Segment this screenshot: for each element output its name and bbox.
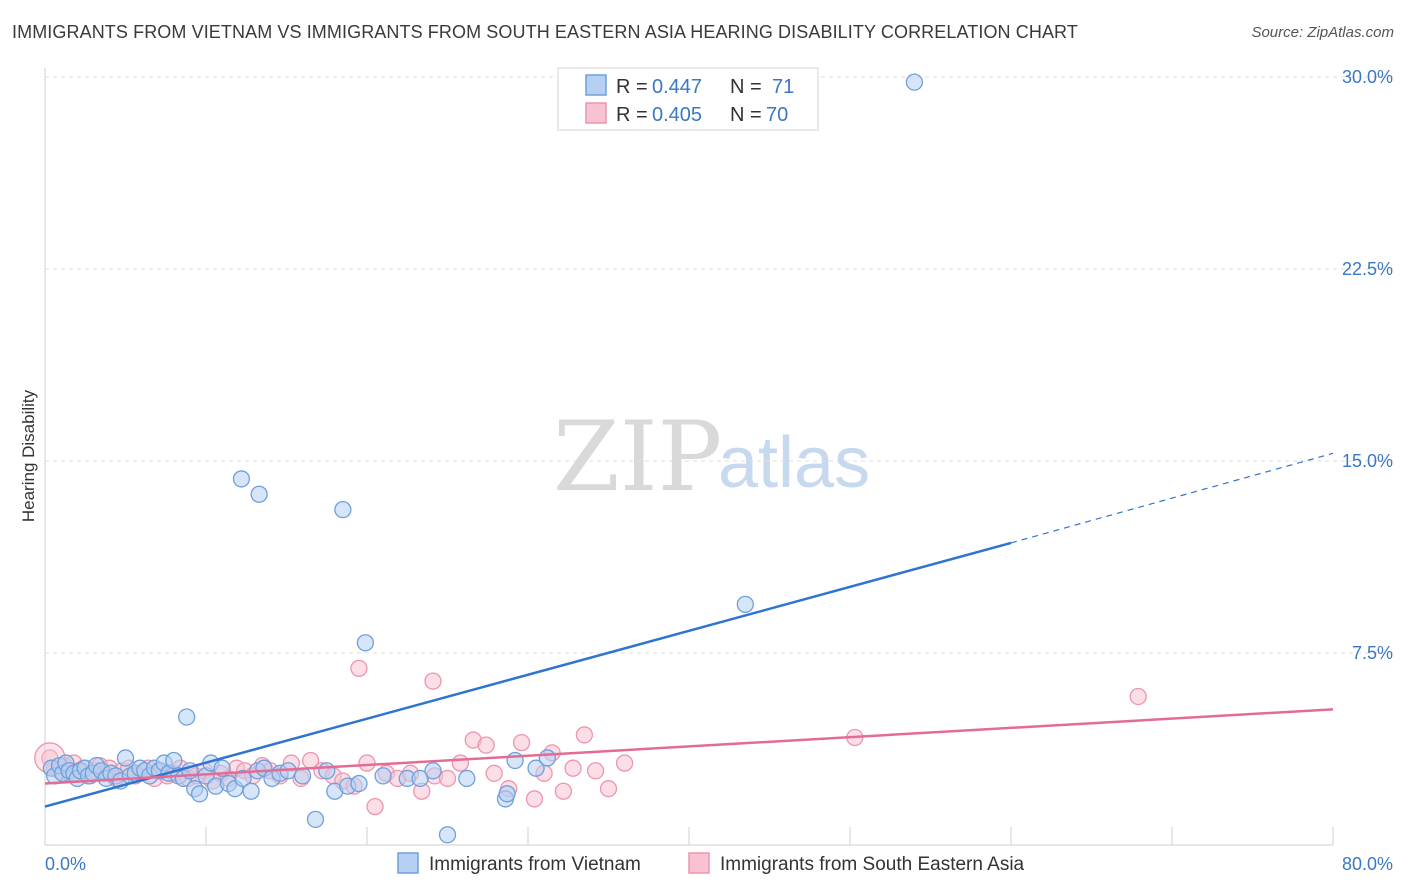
legend-box: R = 0.447 N = 71 R = 0.405 N = 70 — [557, 67, 819, 131]
source-label: Source: ZipAtlas.com — [1251, 24, 1394, 41]
point-vietnam — [736, 595, 754, 614]
point-vietnam — [438, 826, 457, 844]
point-south-eastern-asia — [512, 733, 531, 752]
trend-line-vietnam — [44, 541, 1012, 808]
point-vietnam — [458, 769, 476, 788]
legend-swatch-vietnam — [585, 74, 607, 96]
point-south-eastern-asia — [615, 754, 634, 772]
point-south-eastern-asia — [424, 672, 442, 690]
legend-n-value-1: 71 — [772, 76, 794, 98]
point-vietnam — [165, 751, 183, 770]
point-vietnam — [306, 810, 325, 829]
point-south-eastern-asia — [575, 726, 593, 744]
point-south-eastern-asia — [366, 797, 384, 816]
point-vietnam — [318, 762, 336, 780]
point-vietnam — [527, 759, 545, 777]
chart-title: IMMIGRANTS FROM VIETNAM VS IMMIGRANTS FR… — [12, 22, 1078, 42]
point-vietnam — [334, 500, 352, 519]
point-vietnam — [116, 749, 135, 767]
point-vietnam — [190, 785, 209, 803]
y-tick-label: 15.0% — [1342, 451, 1393, 471]
point-south-eastern-asia — [350, 659, 368, 678]
y-tick-label: 7.5% — [1352, 643, 1393, 663]
x-tick-label-max: 80.0% — [1342, 854, 1393, 874]
point-south-eastern-asia — [358, 754, 376, 772]
trend-line-vietnam-extension — [1010, 452, 1334, 544]
bottom-legend: Immigrants from Vietnam Immigrants from … — [397, 852, 1025, 875]
point-south-eastern-asia — [1129, 687, 1147, 706]
bottom-legend-label-vietnam: Immigrants from Vietnam — [429, 854, 641, 875]
point-south-eastern-asia — [564, 759, 582, 777]
legend-r-value-2: 0.405 — [652, 104, 702, 126]
trend-line-south-eastern-asia — [44, 708, 1334, 785]
point-south-eastern-asia — [554, 782, 573, 800]
bottom-legend-swatch-sea — [688, 852, 710, 874]
x-ticks — [205, 827, 1334, 845]
point-vietnam — [242, 782, 260, 800]
point-south-eastern-asia — [451, 754, 470, 772]
y-tick-labels: 7.5% 15.0% 22.5% 30.0% — [1342, 67, 1393, 663]
point-vietnam — [250, 485, 268, 503]
legend-n-value-2: 70 — [766, 104, 788, 126]
x-tick-label-min: 0.0% — [45, 854, 86, 874]
point-south-eastern-asia — [599, 780, 618, 798]
legend-swatch-sea — [585, 102, 607, 124]
trend-lines — [44, 452, 1334, 808]
watermark-atlas: atlas — [718, 423, 870, 503]
point-vietnam — [411, 769, 429, 788]
watermark-zip: ZIP — [553, 401, 722, 513]
point-south-eastern-asia — [485, 764, 503, 782]
point-vietnam — [538, 749, 556, 767]
point-vietnam — [498, 785, 516, 803]
point-vietnam — [374, 767, 392, 785]
point-vietnam — [905, 73, 924, 91]
legend-r-label-2: R = — [616, 104, 648, 126]
legend-n-label-1: N = — [730, 76, 762, 98]
bottom-legend-swatch-vietnam — [397, 852, 419, 874]
y-axis-label: Hearing Disability — [19, 389, 38, 522]
y-tick-label: 30.0% — [1342, 67, 1393, 87]
legend-r-value-1: 0.447 — [652, 76, 702, 98]
y-tick-label: 22.5% — [1342, 259, 1393, 279]
point-vietnam — [178, 708, 196, 726]
legend-n-label-2: N = — [730, 104, 762, 126]
point-south-eastern-asia — [525, 790, 544, 808]
point-vietnam — [424, 762, 442, 780]
point-vietnam — [350, 774, 368, 793]
bottom-legend-label-sea: Immigrants from South Eastern Asia — [720, 854, 1025, 875]
point-vietnam — [232, 470, 251, 488]
legend-r-label-1: R = — [616, 76, 648, 98]
point-vietnam — [356, 634, 375, 652]
point-south-eastern-asia — [438, 769, 457, 788]
point-south-eastern-asia — [586, 762, 605, 780]
point-vietnam — [234, 769, 252, 788]
point-south-eastern-asia — [477, 736, 495, 754]
gridlines — [45, 76, 1393, 654]
